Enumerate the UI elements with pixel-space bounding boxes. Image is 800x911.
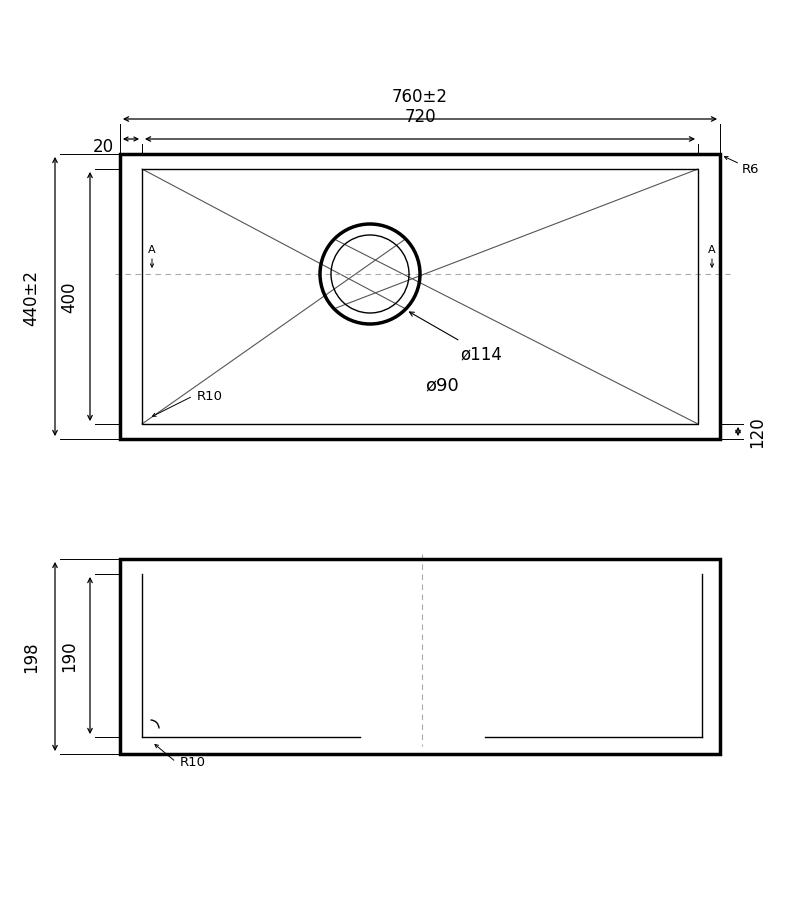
Bar: [120, 155, 720, 439]
Text: 720: 720: [404, 107, 436, 126]
Text: 120: 120: [748, 416, 766, 448]
Bar: [142, 169, 698, 425]
Text: R10: R10: [197, 390, 223, 403]
Text: ø114: ø114: [410, 312, 502, 363]
Text: A: A: [148, 245, 156, 255]
Text: R6: R6: [742, 163, 759, 176]
Text: A: A: [708, 245, 716, 255]
Text: 760±2: 760±2: [392, 87, 448, 106]
Text: 190: 190: [60, 640, 78, 671]
Text: ø90: ø90: [425, 375, 458, 394]
Text: 20: 20: [93, 138, 114, 156]
Text: 198: 198: [22, 641, 40, 672]
Bar: [120, 559, 720, 754]
Text: 440±2: 440±2: [22, 270, 40, 325]
Text: 400: 400: [60, 281, 78, 312]
Text: R10: R10: [180, 755, 206, 769]
